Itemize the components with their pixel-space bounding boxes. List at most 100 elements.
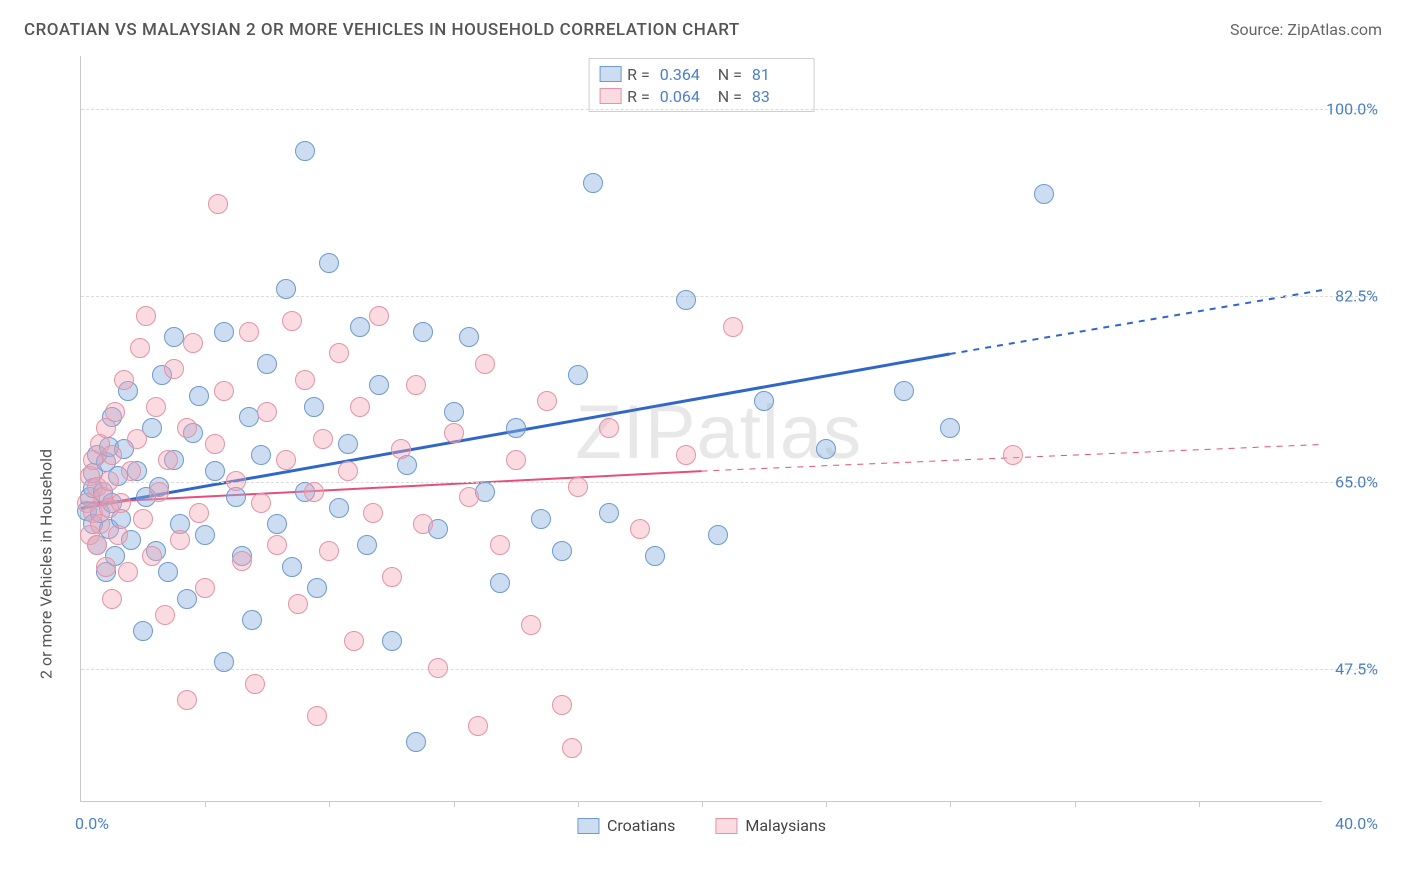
x-tick (205, 801, 206, 807)
data-point (537, 391, 557, 411)
data-point (205, 461, 225, 481)
data-point (102, 589, 122, 609)
legend-label: Malaysians (745, 816, 826, 835)
data-point (149, 482, 169, 502)
legend-item-croatians[interactable]: Croatians (577, 816, 675, 835)
legend-item-malaysians[interactable]: Malaysians (715, 816, 826, 835)
x-tick (1075, 801, 1076, 807)
data-point (413, 514, 433, 534)
data-point (267, 514, 287, 534)
data-point (459, 487, 479, 507)
stat-n-value: 83 (752, 87, 804, 106)
data-point (158, 450, 178, 470)
data-point (816, 439, 836, 459)
x-axis-label-right: 40.0% (1335, 814, 1378, 833)
data-point (329, 498, 349, 518)
x-tick (1199, 801, 1200, 807)
data-point (363, 503, 383, 523)
data-point (490, 535, 510, 555)
data-point (350, 317, 370, 337)
header-row: CROATIAN VS MALAYSIAN 2 OR MORE VEHICLES… (0, 0, 1406, 46)
data-point (413, 322, 433, 342)
data-point (319, 253, 339, 273)
y-gridlabel: 82.5% (1335, 286, 1378, 305)
data-point (170, 530, 190, 550)
data-point (338, 434, 358, 454)
data-point (369, 306, 389, 326)
data-point (118, 562, 138, 582)
data-point (1003, 445, 1023, 465)
data-point (276, 279, 296, 299)
data-point (521, 615, 541, 635)
data-point (189, 503, 209, 523)
stat-n-label: N = (718, 65, 742, 84)
data-point (676, 290, 696, 310)
x-tick (329, 801, 330, 807)
chart-title: CROATIAN VS MALAYSIAN 2 OR MORE VEHICLES… (24, 20, 740, 40)
data-point (239, 407, 259, 427)
gridline (81, 482, 1378, 483)
data-point (708, 525, 728, 545)
data-point (599, 418, 619, 438)
data-point (1034, 184, 1054, 204)
data-point (940, 418, 960, 438)
series-legend: Croatians Malaysians (577, 816, 826, 835)
y-gridlabel: 65.0% (1335, 473, 1378, 492)
data-point (307, 578, 327, 598)
data-point (490, 573, 510, 593)
data-point (177, 690, 197, 710)
data-point (214, 381, 234, 401)
trendline-malaysians (81, 471, 702, 503)
data-point (282, 557, 302, 577)
data-point (468, 716, 488, 736)
data-point (127, 429, 147, 449)
data-point (214, 652, 234, 672)
data-point (177, 418, 197, 438)
data-point (295, 141, 315, 161)
data-point (475, 354, 495, 374)
trendline-ext-croatians (950, 290, 1322, 354)
data-point (242, 610, 262, 630)
data-point (599, 503, 619, 523)
data-point (177, 589, 197, 609)
x-tick (826, 801, 827, 807)
data-point (319, 541, 339, 561)
data-point (102, 445, 122, 465)
data-point (406, 375, 426, 395)
stat-r-label: R = (627, 87, 650, 106)
data-point (136, 306, 156, 326)
stat-n-value: 81 (752, 65, 804, 84)
data-point (344, 631, 364, 651)
data-point (552, 541, 572, 561)
data-point (459, 327, 479, 347)
data-point (562, 738, 582, 758)
data-point (142, 546, 162, 566)
data-point (645, 546, 665, 566)
data-point (444, 402, 464, 422)
data-point (506, 450, 526, 470)
data-point (295, 370, 315, 390)
x-axis-label-left: 0.0% (75, 814, 109, 833)
source-label: Source: ZipAtlas.com (1230, 20, 1382, 39)
data-point (313, 429, 333, 449)
data-point (568, 365, 588, 385)
data-point (111, 493, 131, 513)
data-point (894, 381, 914, 401)
data-point (239, 322, 259, 342)
data-point (630, 519, 650, 539)
data-point (506, 418, 526, 438)
data-point (329, 343, 349, 363)
stat-r-value: 0.064 (660, 87, 712, 106)
data-point (164, 359, 184, 379)
y-axis-label: 2 or more Vehicles in Household (37, 449, 56, 679)
data-point (108, 525, 128, 545)
data-point (552, 695, 572, 715)
x-tick (950, 801, 951, 807)
y-gridlabel: 47.5% (1335, 659, 1378, 678)
legend-label: Croatians (607, 816, 675, 835)
data-point (304, 397, 324, 417)
data-point (133, 509, 153, 529)
data-point (105, 402, 125, 422)
data-point (158, 562, 178, 582)
data-point (357, 535, 377, 555)
